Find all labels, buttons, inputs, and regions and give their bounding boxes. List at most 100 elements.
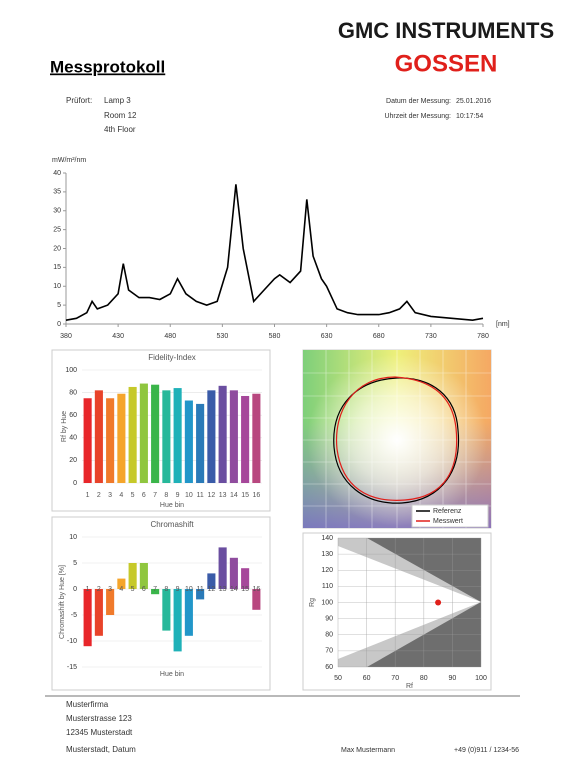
x-tick-label: 480 xyxy=(164,333,176,340)
bar xyxy=(162,390,171,483)
bar xyxy=(218,385,227,483)
bar xyxy=(106,398,115,483)
time: 10:17:54 xyxy=(456,113,483,120)
logo-top: GMC INSTRUMENTS xyxy=(338,18,554,43)
y-tick-label: 100 xyxy=(321,599,333,606)
x-tick-label: 9 xyxy=(176,586,180,593)
x-tick-label: 1 xyxy=(86,586,90,593)
x-tick-label: 14 xyxy=(230,492,238,499)
x-tick-label: 8 xyxy=(164,492,168,499)
x-tick-label: 4 xyxy=(119,492,123,499)
bar xyxy=(117,393,126,483)
x-tick-label: 3 xyxy=(108,586,112,593)
bar xyxy=(94,589,103,636)
y-tick-label: 25 xyxy=(53,226,61,233)
bar xyxy=(94,390,103,483)
x-tick-label: 6 xyxy=(142,586,146,593)
x-tick-label: 11 xyxy=(196,492,203,499)
location-line: Lamp 3 xyxy=(104,96,131,105)
x-tick-label: 15 xyxy=(241,586,249,593)
x-tick-label: 380 xyxy=(60,333,72,340)
x-unit: [nm] xyxy=(496,321,510,328)
bar xyxy=(184,400,193,483)
y-tick-label: 60 xyxy=(325,664,333,671)
y-tick-label: 60 xyxy=(69,412,77,419)
bar xyxy=(252,393,261,483)
y-tick-label: 70 xyxy=(325,648,333,655)
address-line: Musterstrasse 123 xyxy=(66,714,132,723)
title: Messprotokoll xyxy=(50,57,165,76)
x-axis-label: Hue bin xyxy=(160,671,184,678)
y-tick-label: 20 xyxy=(53,245,61,252)
panel-title: Chromashift xyxy=(150,520,194,529)
bar xyxy=(218,547,227,589)
bar xyxy=(139,383,148,483)
y-tick-label: 35 xyxy=(53,189,61,196)
x-tick-label: 5 xyxy=(131,586,135,593)
time-label: Uhrzeit der Messung: xyxy=(384,113,451,120)
y-tick-label: 20 xyxy=(69,457,77,464)
y-axis-label: Rg xyxy=(309,598,316,607)
location-line: 4th Floor xyxy=(104,125,136,134)
bar xyxy=(229,390,238,483)
x-tick-label: 16 xyxy=(252,586,260,593)
bar xyxy=(151,589,160,595)
x-tick-label: 12 xyxy=(207,586,215,593)
bar xyxy=(117,578,126,589)
x-tick-label: 4 xyxy=(119,586,123,593)
x-tick-label: 10 xyxy=(185,586,193,593)
bar xyxy=(173,388,182,483)
y-tick-label: 15 xyxy=(53,264,61,271)
y-tick-label: 0 xyxy=(57,321,61,328)
legend-label: Messwert xyxy=(433,518,463,525)
x-axis-label: Rf xyxy=(406,683,413,690)
bar xyxy=(196,403,205,483)
y-tick-label: 80 xyxy=(69,389,77,396)
x-tick-label: 12 xyxy=(207,492,215,499)
bar xyxy=(128,563,137,589)
y-tick-label: 90 xyxy=(325,615,333,622)
y-axis-label: mW/m²/nm xyxy=(52,157,86,164)
y-tick-label: 110 xyxy=(322,583,333,590)
y-tick-label: 5 xyxy=(73,560,77,567)
bar xyxy=(252,589,261,610)
x-tick-label: 430 xyxy=(112,333,124,340)
x-tick-label: 9 xyxy=(176,492,180,499)
x-tick-label: 50 xyxy=(334,675,342,682)
x-tick-label: 90 xyxy=(449,675,457,682)
x-tick-label: 10 xyxy=(185,492,193,499)
y-tick-label: 120 xyxy=(321,567,333,574)
bar xyxy=(173,589,182,652)
y-tick-label: 80 xyxy=(325,632,333,639)
logo-bottom: GOSSEN xyxy=(395,50,498,77)
x-tick-label: 530 xyxy=(217,333,229,340)
x-tick-label: 7 xyxy=(153,586,157,593)
x-tick-label: 15 xyxy=(241,492,249,499)
y-tick-label: 5 xyxy=(57,302,61,309)
y-tick-label: 10 xyxy=(53,283,61,290)
x-tick-label: 16 xyxy=(252,492,260,499)
date: 25.01.2016 xyxy=(456,98,491,105)
x-tick-label: 680 xyxy=(373,333,385,340)
x-tick-label: 5 xyxy=(131,492,135,499)
bar xyxy=(184,589,193,636)
bar xyxy=(139,563,148,589)
bar xyxy=(151,384,160,483)
x-tick-label: 2 xyxy=(97,492,101,499)
legend-label: Referenz xyxy=(433,508,462,515)
spectrum-line xyxy=(65,184,484,322)
y-axis-label: Chromashift by Hue [%] xyxy=(59,565,66,639)
x-tick-label: 14 xyxy=(230,586,238,593)
bar xyxy=(83,398,92,483)
bar xyxy=(241,395,250,483)
address-line: Musterfirma xyxy=(66,700,109,709)
panel-title: Fidelity-Index xyxy=(148,353,196,362)
y-tick-label: -10 xyxy=(67,638,77,645)
bar xyxy=(83,589,92,647)
x-tick-label: 730 xyxy=(425,333,437,340)
y-tick-label: 30 xyxy=(53,208,61,215)
x-tick-label: 80 xyxy=(420,675,428,682)
y-axis-label: Rf by Hue xyxy=(61,411,68,442)
x-tick-label: 780 xyxy=(477,333,489,340)
